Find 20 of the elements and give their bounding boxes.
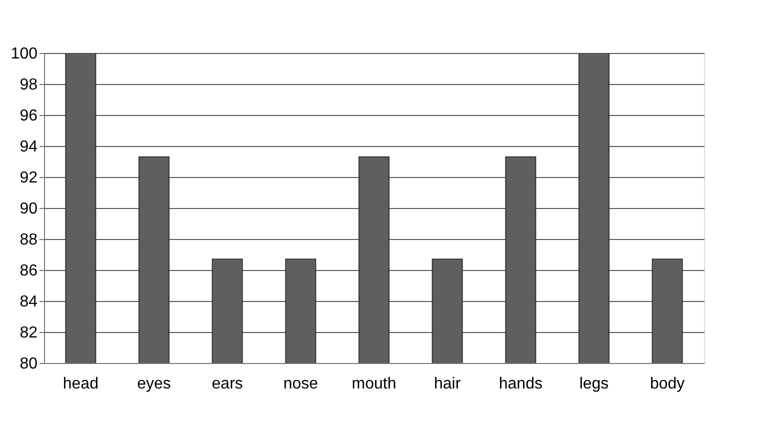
x-tick-label: body (650, 376, 685, 392)
x-tick-label: eyes (137, 376, 171, 392)
x-tick-label: hair (434, 376, 462, 392)
y-tick-label: 94 (20, 138, 38, 156)
x-tick-label: nose (283, 376, 318, 392)
x-tick-label: mouth (352, 376, 396, 392)
x-tick-label: legs (579, 376, 609, 392)
x-tick-label: ears (212, 376, 243, 392)
y-tick-label: 84 (20, 294, 38, 310)
y-tick-label: 96 (20, 108, 38, 124)
x-tick-label: head (62, 376, 98, 392)
y-tick-label: 98 (20, 76, 38, 94)
y-tick-label: 100 (10, 46, 38, 62)
y-tick-label: 92 (20, 170, 38, 186)
y-tick-label: 90 (20, 200, 38, 218)
y-tick-label: 88 (20, 232, 38, 248)
y-tick-label: 82 (20, 324, 38, 342)
y-tick-label: 80 (20, 356, 38, 372)
x-tick-label: hands (498, 376, 542, 392)
y-tick-label: 86 (20, 262, 38, 280)
